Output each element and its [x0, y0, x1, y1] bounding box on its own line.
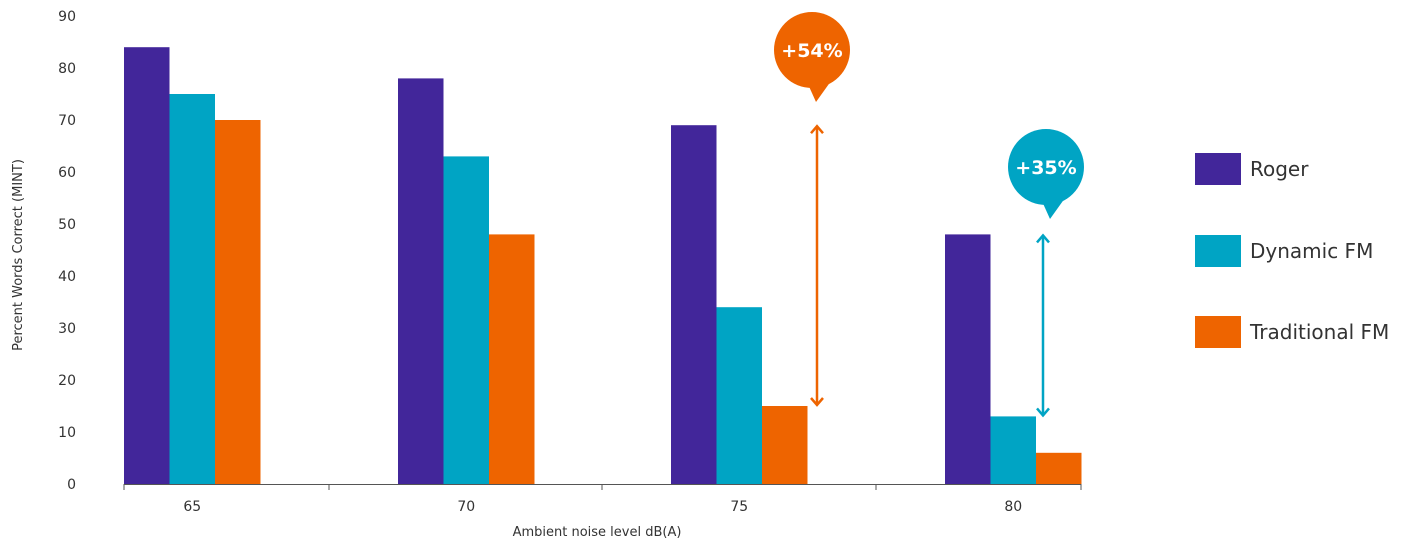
y-tick-label: 90 [58, 9, 76, 25]
x-tick-label: 70 [457, 499, 475, 515]
y-tick-label: 10 [58, 425, 76, 441]
bar-traditional-fm-80 [1036, 452, 1082, 484]
bar-roger-65 [124, 47, 170, 484]
bar-roger-70 [398, 78, 444, 485]
arrow-head-down [1036, 407, 1050, 418]
annotation-80: +35% [1008, 129, 1084, 418]
bar-dynamic-fm-75 [716, 307, 762, 484]
y-tick-label: 70 [58, 113, 76, 129]
bars [124, 47, 1082, 485]
legend-label: Traditional FM [1249, 320, 1389, 344]
bar-traditional-fm-70 [489, 234, 535, 484]
bar-dynamic-fm-65 [169, 94, 215, 484]
x-tick-label: 65 [183, 499, 201, 515]
x-tick-label: 75 [730, 499, 748, 515]
y-tick-label: 50 [58, 217, 76, 233]
arrow-head-up [810, 124, 824, 135]
bar-traditional-fm-65 [215, 120, 261, 484]
annotation-75: +54% [774, 12, 850, 407]
legend-label: Dynamic FM [1250, 239, 1373, 263]
bar-roger-80 [945, 234, 991, 484]
callout-label: +35% [1015, 157, 1076, 179]
x-axis-title: Ambient noise level dB(A) [513, 525, 682, 540]
y-tick-label: 60 [58, 165, 76, 181]
bar-traditional-fm-75 [762, 406, 808, 484]
callout-bubble [1008, 129, 1084, 205]
x-tick-label: 80 [1004, 499, 1022, 515]
y-tick-label: 80 [58, 61, 76, 77]
legend-swatch [1195, 235, 1241, 267]
legend-swatch [1195, 316, 1241, 348]
callout-label: +54% [781, 40, 842, 62]
legend: Roger Dynamic FM Traditional FM [1195, 153, 1389, 348]
legend-item-dynamic-fm: Dynamic FM [1195, 235, 1373, 267]
annotations: +54% +35% [774, 12, 1084, 418]
y-tick-label: 20 [58, 373, 76, 389]
legend-item-roger: Roger [1195, 153, 1309, 185]
legend-item-traditional-fm: Traditional FM [1195, 316, 1389, 348]
legend-label: Roger [1250, 157, 1309, 181]
bar-roger-75 [671, 125, 717, 484]
y-tick-label: 0 [67, 477, 76, 493]
y-tick-label: 40 [58, 269, 76, 285]
bar-dynamic-fm-80 [990, 416, 1036, 484]
legend-swatch [1195, 153, 1241, 185]
y-axis-title: Percent Words Correct (MINT) [11, 159, 26, 351]
x-axis-ticks: 65 70 75 80 [123, 484, 1082, 515]
arrow-head-up [1036, 233, 1050, 244]
callout-bubble [774, 12, 850, 88]
y-tick-label: 30 [58, 321, 76, 337]
arrow-head-down [810, 397, 824, 407]
y-axis-ticks: 0 10 20 30 40 50 60 70 80 90 [58, 9, 76, 493]
bar-dynamic-fm-70 [443, 156, 489, 484]
